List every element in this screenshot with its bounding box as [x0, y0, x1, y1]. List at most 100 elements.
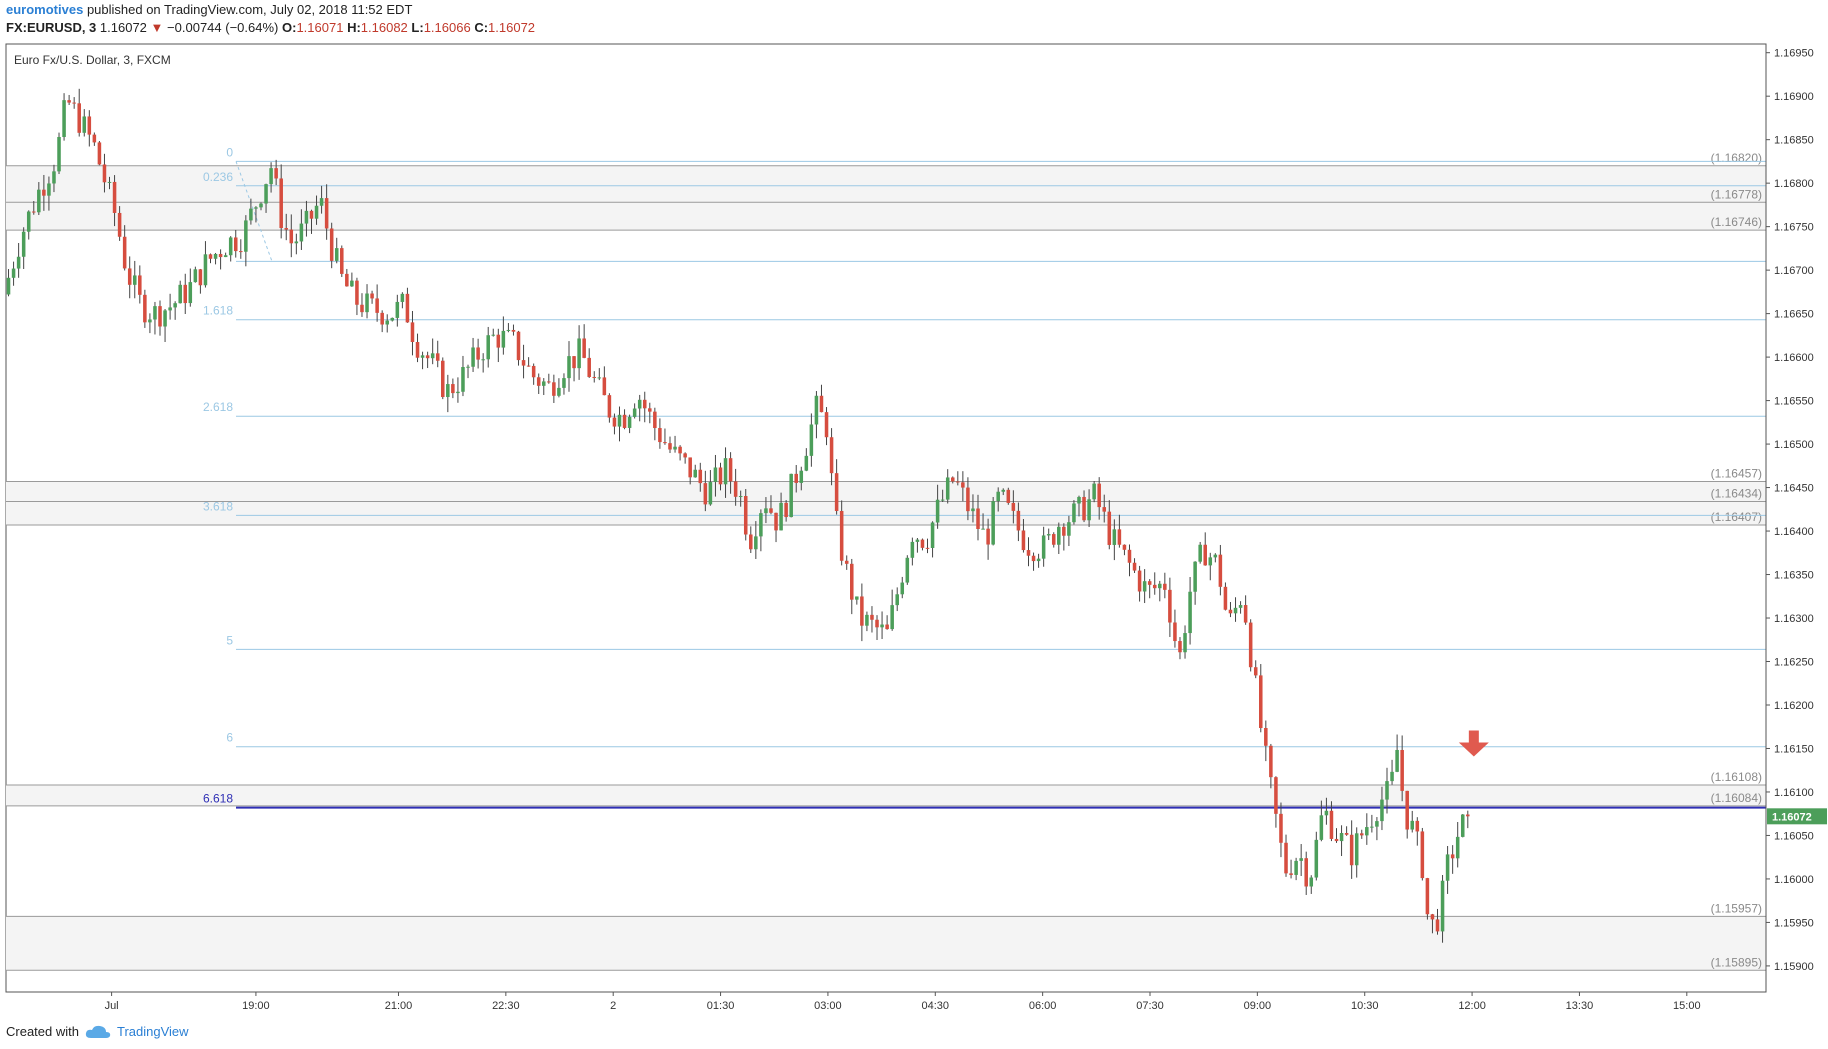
candle-body [435, 353, 440, 361]
candle-body [1082, 496, 1086, 521]
candle-body [1395, 749, 1399, 772]
candle-body [274, 168, 278, 179]
candle-body [1117, 529, 1122, 545]
candle-body [1440, 880, 1445, 932]
candle-body [249, 208, 253, 221]
candle-body [1077, 496, 1081, 504]
x-tick-label: 19:00 [242, 1000, 270, 1010]
candle-body [1137, 570, 1142, 592]
candle-body [375, 298, 379, 313]
candle-body [244, 220, 248, 252]
fib-level-label: 5 [226, 633, 233, 647]
candle-body [1067, 522, 1071, 536]
horizontal-level-label: (1.16407) [1711, 510, 1762, 524]
candle-body [239, 251, 243, 253]
candle-body [496, 334, 501, 348]
candle-body [1243, 605, 1248, 623]
candle-body [269, 168, 273, 185]
candle-body [299, 223, 304, 242]
fib-level-label: 2.618 [203, 400, 233, 414]
fib-level-label: 6 [226, 731, 233, 745]
candle-body [410, 322, 415, 343]
candle-body [1415, 820, 1420, 832]
candle-body [547, 381, 551, 383]
candle-body [991, 501, 995, 545]
x-tick-label: 01:30 [707, 1000, 735, 1010]
candle-body [1385, 781, 1389, 800]
candle-body [870, 614, 874, 620]
candle-body [632, 408, 637, 417]
down-triangle-icon: ▼ [150, 20, 164, 35]
candle-body [158, 306, 162, 327]
candle-body [1455, 836, 1460, 859]
candle-body [733, 481, 738, 497]
candle-body [521, 360, 526, 366]
candle-body [642, 399, 647, 409]
candle-body [708, 482, 713, 505]
candle-body [1420, 831, 1425, 879]
candle-body [1329, 810, 1334, 839]
candle-body [1248, 622, 1253, 668]
down-arrow-icon [1458, 730, 1489, 757]
candle-body [1269, 745, 1273, 778]
x-tick-label: 09:00 [1244, 1000, 1272, 1010]
candle-body [501, 330, 506, 348]
candle-body [355, 280, 359, 305]
candle-body [461, 367, 465, 392]
candle-body [370, 293, 374, 299]
author-name[interactable]: euromotives [6, 2, 84, 17]
candle-body [405, 293, 410, 323]
candle-body [1006, 489, 1011, 503]
candle-body [481, 359, 485, 361]
y-tick-label: 1.16400 [1774, 526, 1814, 538]
horizontal-level-label: (1.15957) [1711, 901, 1762, 915]
candle-body [961, 482, 965, 488]
tradingview-link[interactable]: TradingView [116, 1024, 189, 1039]
fib-level-label: 3.618 [203, 499, 233, 513]
candle-body [976, 508, 980, 529]
candle-body [188, 282, 193, 304]
candle-body [1087, 499, 1091, 521]
low-value: 1.16066 [423, 20, 471, 35]
candle-body [1198, 544, 1202, 562]
publish-line: euromotives published on TradingView.com… [6, 2, 412, 17]
candle-body [6, 277, 11, 295]
candle-body [1193, 561, 1197, 592]
candle-body [345, 273, 349, 287]
candle-body [1218, 554, 1223, 587]
candle-body [1011, 502, 1016, 511]
candle-body [11, 268, 16, 278]
price-chart[interactable]: (1.16820) (1.16778) (1.16746) (1.16457) (1.1… [0, 0, 1828, 1010]
candle-body [102, 164, 107, 183]
candle-body [284, 228, 289, 230]
candle-body [1092, 483, 1096, 500]
candle-body [834, 473, 839, 511]
candle-body [950, 477, 955, 482]
candle-body [602, 377, 607, 396]
candle-body [1102, 507, 1107, 512]
candle-body [1279, 813, 1283, 843]
candle-body [264, 184, 268, 204]
open-label: O: [281, 20, 297, 35]
x-tick-label: 22:30 [492, 1000, 520, 1010]
x-tick-label: 07:30 [1136, 1000, 1164, 1010]
candle-body [915, 539, 920, 542]
candle-body [622, 414, 627, 428]
candle-body [329, 228, 334, 261]
candle-body [1390, 771, 1394, 782]
candle-body [1354, 833, 1359, 866]
candle-body [910, 541, 915, 558]
candle-body [839, 510, 844, 561]
candle-body [511, 329, 516, 332]
candle-body [107, 181, 112, 183]
candle-body [587, 357, 591, 377]
candle-body [198, 269, 203, 286]
candle-body [728, 458, 733, 482]
candle-body [1314, 839, 1319, 878]
candle-body [935, 499, 940, 523]
candle-body [1410, 820, 1415, 830]
candle-body [1405, 790, 1409, 830]
candle-body [451, 384, 455, 394]
candle-body [340, 248, 344, 274]
candle-body [860, 596, 864, 626]
